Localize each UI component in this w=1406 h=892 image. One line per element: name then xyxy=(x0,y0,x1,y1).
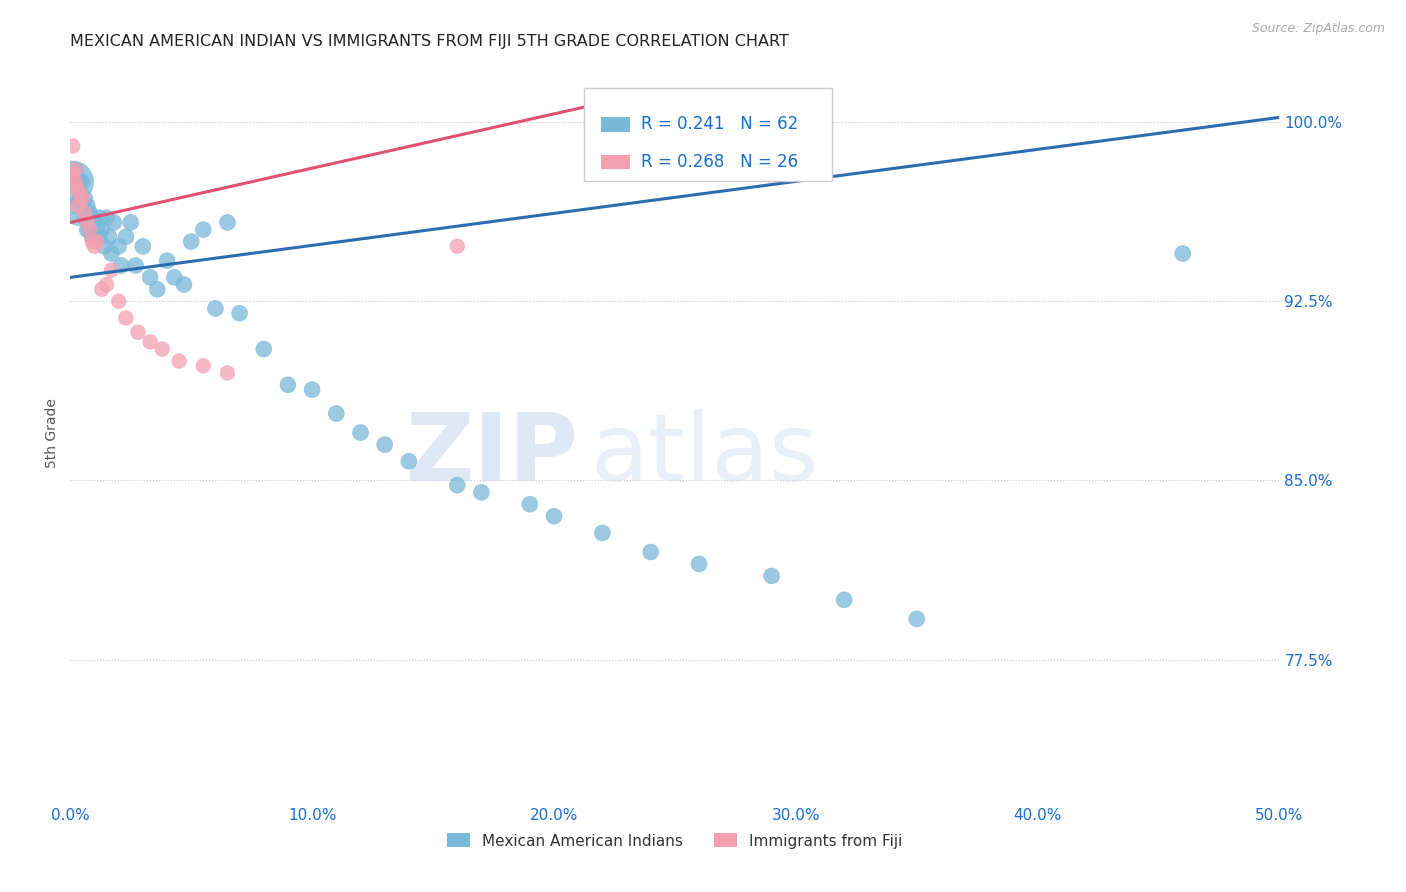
Point xyxy=(66,199,89,213)
Point xyxy=(69,186,91,201)
Point xyxy=(325,407,347,421)
Point xyxy=(79,222,101,236)
Point xyxy=(107,239,129,253)
Point xyxy=(89,211,111,225)
Text: R = 0.268   N = 26: R = 0.268 N = 26 xyxy=(641,153,799,171)
Point xyxy=(96,277,118,292)
Text: Source: ZipAtlas.com: Source: ZipAtlas.com xyxy=(1251,22,1385,36)
Point xyxy=(146,282,169,296)
Text: MEXICAN AMERICAN INDIAN VS IMMIGRANTS FROM FIJI 5TH GRADE CORRELATION CHART: MEXICAN AMERICAN INDIAN VS IMMIGRANTS FR… xyxy=(70,34,789,49)
Point xyxy=(398,454,420,468)
Point xyxy=(93,239,115,253)
Point xyxy=(139,334,162,349)
Point xyxy=(90,222,112,236)
Point xyxy=(470,485,492,500)
Point xyxy=(83,227,105,242)
Point xyxy=(72,175,94,189)
Point xyxy=(193,222,215,236)
Point xyxy=(253,342,276,356)
Point xyxy=(103,215,125,229)
Point xyxy=(63,162,86,177)
Point xyxy=(446,239,468,253)
Point xyxy=(83,239,105,253)
Point xyxy=(90,282,112,296)
Point xyxy=(543,509,565,524)
Point xyxy=(72,192,94,206)
Point xyxy=(519,497,541,511)
Point xyxy=(69,175,91,189)
Point xyxy=(1171,246,1194,260)
Point xyxy=(73,206,96,220)
Point xyxy=(349,425,371,440)
Point xyxy=(76,222,98,236)
Point xyxy=(132,239,155,253)
Point xyxy=(640,545,662,559)
Point xyxy=(217,215,239,229)
Point xyxy=(228,306,250,320)
Point xyxy=(72,199,94,213)
Point xyxy=(688,557,710,571)
Y-axis label: 5th Grade: 5th Grade xyxy=(45,398,59,467)
Point xyxy=(69,186,91,201)
Point xyxy=(277,377,299,392)
Point xyxy=(86,220,108,235)
Point xyxy=(63,162,86,177)
Point xyxy=(156,253,179,268)
Text: R = 0.241   N = 62: R = 0.241 N = 62 xyxy=(641,115,799,134)
Point xyxy=(89,229,111,244)
Point xyxy=(115,310,138,325)
Point xyxy=(98,229,121,244)
Point xyxy=(66,175,89,189)
Point xyxy=(80,229,103,244)
FancyBboxPatch shape xyxy=(602,117,630,132)
FancyBboxPatch shape xyxy=(585,88,832,181)
Point xyxy=(163,270,186,285)
Point xyxy=(100,246,122,260)
Point xyxy=(127,326,149,340)
Point xyxy=(73,211,96,225)
Text: atlas: atlas xyxy=(591,409,818,500)
Point xyxy=(80,211,103,225)
Point xyxy=(76,199,98,213)
FancyBboxPatch shape xyxy=(602,154,630,169)
Point xyxy=(204,301,226,316)
Text: ZIP: ZIP xyxy=(405,409,578,500)
Point xyxy=(62,168,84,182)
Point xyxy=(66,211,89,225)
Point xyxy=(79,222,101,236)
Point xyxy=(110,259,132,273)
Point xyxy=(66,182,89,196)
Point xyxy=(301,383,323,397)
Point xyxy=(180,235,202,249)
Point xyxy=(107,294,129,309)
Point xyxy=(150,342,173,356)
Point xyxy=(591,525,613,540)
Point xyxy=(120,215,142,229)
Point xyxy=(832,592,855,607)
Point xyxy=(217,366,239,380)
Point xyxy=(173,277,195,292)
Point xyxy=(115,229,138,244)
Legend: Mexican American Indians, Immigrants from Fiji: Mexican American Indians, Immigrants fro… xyxy=(441,828,908,855)
Point xyxy=(167,354,190,368)
Point xyxy=(100,263,122,277)
Point xyxy=(76,215,98,229)
Point xyxy=(86,235,108,249)
Point xyxy=(62,175,84,189)
Point xyxy=(139,270,162,285)
Point xyxy=(446,478,468,492)
Point xyxy=(83,215,105,229)
Point xyxy=(80,235,103,249)
Point xyxy=(124,259,146,273)
Point xyxy=(79,206,101,220)
Point xyxy=(193,359,215,373)
Point xyxy=(905,612,928,626)
Point xyxy=(761,569,783,583)
Point xyxy=(96,211,118,225)
Point xyxy=(73,192,96,206)
Point xyxy=(63,199,86,213)
Point xyxy=(374,437,396,451)
Point xyxy=(62,139,84,153)
Point xyxy=(63,175,86,189)
